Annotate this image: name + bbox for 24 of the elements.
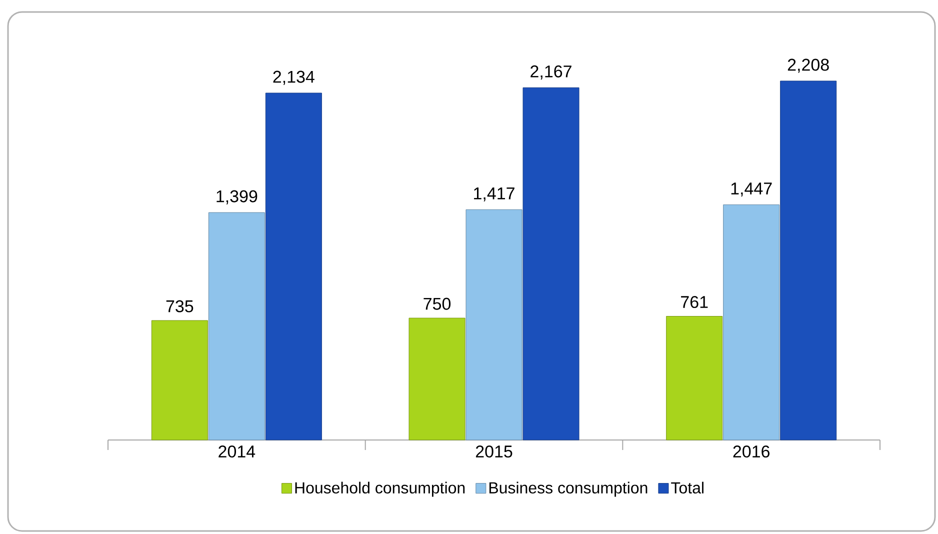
data-label: 2,208 bbox=[788, 58, 829, 73]
data-label: 1,417 bbox=[474, 188, 514, 202]
bar bbox=[208, 212, 265, 440]
bar bbox=[780, 80, 837, 440]
x-tick-label: 2014 bbox=[218, 446, 256, 458]
legend-label: Household consumption bbox=[295, 482, 465, 497]
x-tick-label: 2016 bbox=[733, 446, 770, 458]
data-label: 2,167 bbox=[530, 65, 572, 80]
data-label: 2,134 bbox=[273, 70, 314, 85]
legend-label: Total bbox=[671, 482, 704, 494]
bar bbox=[466, 209, 522, 440]
bar bbox=[151, 320, 208, 440]
data-label: 1,399 bbox=[216, 190, 258, 204]
bar bbox=[265, 92, 322, 440]
data-label: 761 bbox=[681, 296, 708, 308]
bar bbox=[723, 204, 780, 440]
data-label: 750 bbox=[424, 298, 451, 310]
data-label: 735 bbox=[166, 300, 194, 312]
bar bbox=[666, 316, 723, 440]
x-tick-label: 2015 bbox=[476, 446, 512, 458]
legend-label: Business consumption bbox=[489, 482, 648, 497]
data-label: 1,447 bbox=[731, 182, 772, 197]
bar bbox=[522, 87, 580, 440]
bar bbox=[408, 318, 466, 440]
